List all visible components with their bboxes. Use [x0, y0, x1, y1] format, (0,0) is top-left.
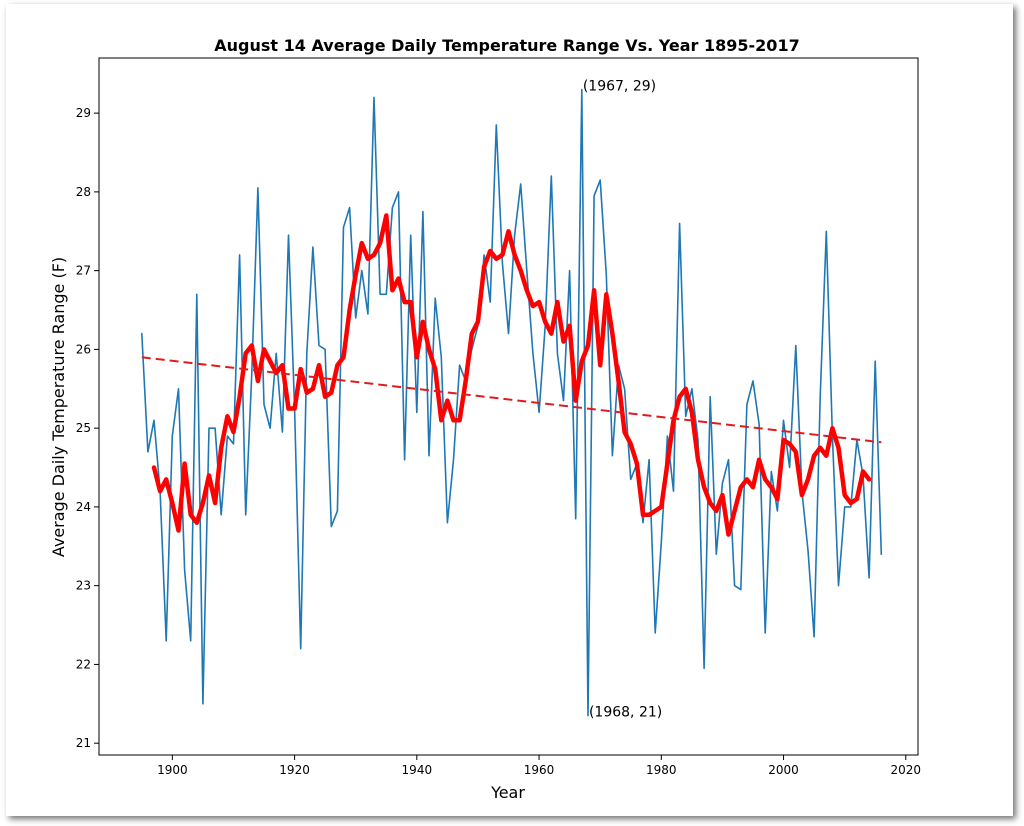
- series-line-2: [151, 213, 872, 537]
- axes-box: [98, 57, 919, 756]
- chart: August 14 Average Daily Temperature Rang…: [49, 36, 921, 802]
- y-tick-label: 21: [76, 736, 91, 750]
- x-tick-label: 1900: [157, 763, 188, 777]
- x-tick-label: 1920: [279, 763, 310, 777]
- y-tick-label: 26: [76, 342, 91, 356]
- x-tick-label: 2020: [891, 763, 922, 777]
- data-annotation: (1968, 21): [589, 705, 662, 721]
- y-tick-label: 28: [76, 185, 91, 199]
- y-axis-title: Average Daily Temperature Range (F): [49, 257, 68, 557]
- y-axis: 21 22 23 24 25 26 27 28 29: [76, 106, 99, 750]
- series-line-3: [141, 356, 882, 444]
- x-axis-title: Year: [490, 783, 525, 802]
- x-tick-label: 1980: [646, 763, 677, 777]
- x-tick-label: 1960: [524, 763, 555, 777]
- chart-title: August 14 Average Daily Temperature Rang…: [214, 36, 799, 55]
- y-tick-label: 25: [76, 421, 91, 435]
- y-tick-label: 24: [76, 500, 91, 514]
- x-axis: 1900 1920 1940 1960 1980 2000 2020: [157, 755, 921, 777]
- y-tick-label: 27: [76, 264, 91, 278]
- y-tick-label: 23: [76, 579, 91, 593]
- annotations: (1967, 29) (1968, 21): [583, 79, 662, 721]
- figure-frame: August 14 Average Daily Temperature Rang…: [6, 4, 1013, 816]
- y-tick-label: 22: [76, 657, 91, 671]
- x-tick-label: 1940: [402, 763, 433, 777]
- series-line-1: [141, 88, 883, 717]
- plot-area: [141, 88, 883, 717]
- y-tick-label: 29: [76, 106, 91, 120]
- data-annotation: (1967, 29): [583, 79, 656, 95]
- x-tick-label: 2000: [768, 763, 799, 777]
